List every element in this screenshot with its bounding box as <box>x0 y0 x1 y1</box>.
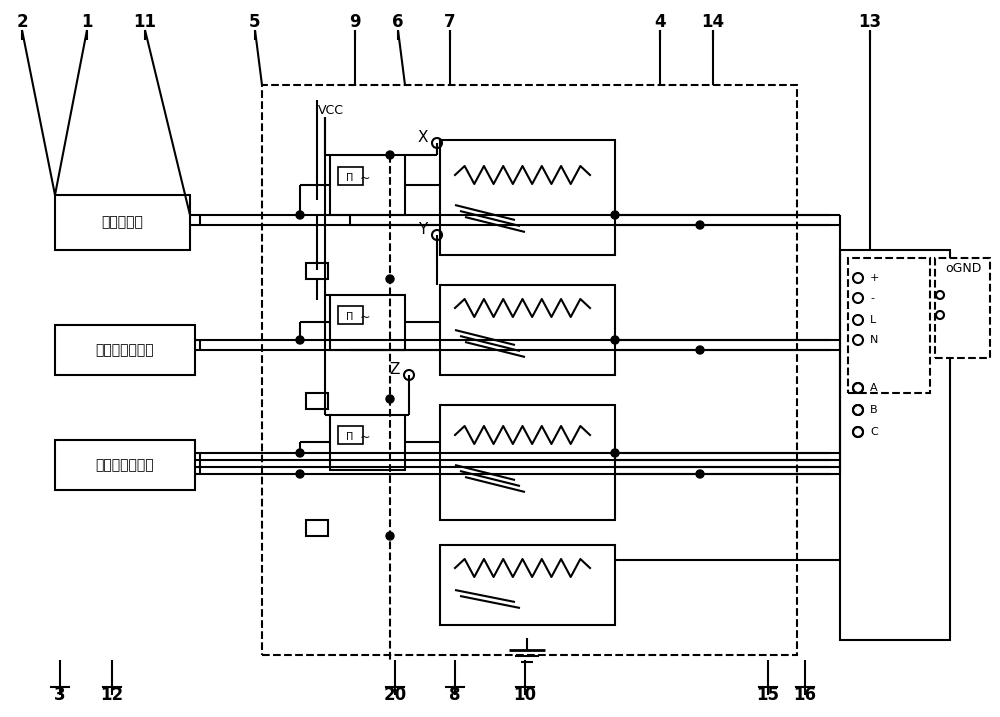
Text: N: N <box>870 335 878 345</box>
Text: 5: 5 <box>249 13 261 31</box>
Text: Π: Π <box>346 432 354 442</box>
Text: C: C <box>870 427 878 437</box>
Bar <box>55 325 195 375</box>
Text: 8: 8 <box>449 686 461 704</box>
Text: 11: 11 <box>134 13 156 31</box>
Text: 单相交流充电机: 单相交流充电机 <box>96 343 154 357</box>
Text: Y: Y <box>418 222 428 237</box>
Text: 15: 15 <box>757 686 780 704</box>
Text: 4: 4 <box>654 13 666 31</box>
Bar <box>330 155 405 215</box>
Text: B: B <box>870 405 878 415</box>
Text: oGND: oGND <box>945 262 981 275</box>
Text: 1: 1 <box>81 13 93 31</box>
Text: 10: 10 <box>514 686 536 704</box>
Circle shape <box>611 211 619 219</box>
Circle shape <box>696 221 704 229</box>
Circle shape <box>296 211 304 219</box>
Bar <box>262 85 797 655</box>
Bar <box>440 285 615 375</box>
Bar <box>935 258 990 358</box>
Text: 14: 14 <box>701 13 725 31</box>
Bar <box>306 520 328 536</box>
Text: 三相交流充电机: 三相交流充电机 <box>96 458 154 472</box>
Bar <box>338 306 363 324</box>
Bar <box>338 426 363 444</box>
Bar <box>306 393 328 409</box>
Circle shape <box>696 470 704 478</box>
Bar <box>330 415 405 470</box>
Text: 20: 20 <box>383 686 407 704</box>
Text: Z: Z <box>390 363 400 377</box>
Bar <box>840 250 950 640</box>
Circle shape <box>611 449 619 457</box>
Bar <box>306 263 328 279</box>
Text: A: A <box>870 383 878 393</box>
Text: Π: Π <box>346 312 354 322</box>
Text: 6: 6 <box>392 13 404 31</box>
Circle shape <box>386 395 394 403</box>
Text: X: X <box>418 130 428 146</box>
Circle shape <box>611 336 619 344</box>
Text: L: L <box>870 315 876 325</box>
Bar <box>55 440 195 490</box>
Text: ~: ~ <box>360 171 370 184</box>
Bar <box>848 258 930 393</box>
Text: 2: 2 <box>16 13 28 31</box>
Text: 直流充电机: 直流充电机 <box>102 216 143 229</box>
Circle shape <box>296 449 304 457</box>
Text: ~: ~ <box>360 310 370 323</box>
Text: 7: 7 <box>444 13 456 31</box>
Text: Π: Π <box>346 173 354 183</box>
Bar <box>338 167 363 185</box>
Bar <box>440 140 615 255</box>
Circle shape <box>696 346 704 354</box>
Bar <box>55 195 190 250</box>
Text: +: + <box>870 273 879 283</box>
Circle shape <box>296 336 304 344</box>
Bar <box>330 295 405 350</box>
Text: ~: ~ <box>360 430 370 444</box>
Text: VCC: VCC <box>318 103 344 116</box>
Circle shape <box>386 532 394 540</box>
Circle shape <box>386 151 394 159</box>
Text: 3: 3 <box>54 686 66 704</box>
Circle shape <box>386 275 394 283</box>
Text: 9: 9 <box>349 13 361 31</box>
Bar <box>440 545 615 625</box>
Circle shape <box>296 470 304 478</box>
Text: 13: 13 <box>858 13 882 31</box>
Text: 16: 16 <box>794 686 816 704</box>
Bar <box>440 405 615 520</box>
Text: 12: 12 <box>100 686 124 704</box>
Text: -: - <box>870 293 874 303</box>
